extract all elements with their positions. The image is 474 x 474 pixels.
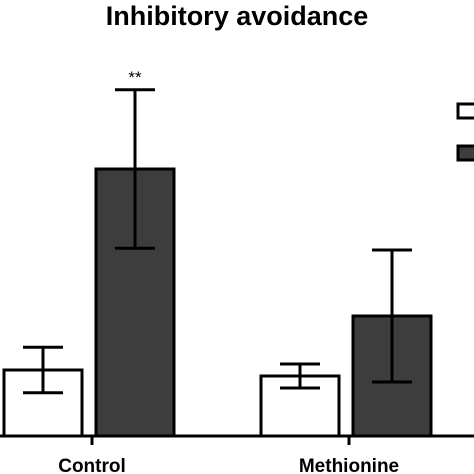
chart-title: Inhibitory avoidance	[105, 1, 369, 31]
legend	[456, 102, 474, 162]
legend-swatch-series-2	[456, 144, 474, 162]
x-axis-ticks: Control Methionine	[58, 436, 399, 474]
x-tick-label-control: Control	[58, 456, 126, 474]
x-tick-label-methionine: Methionine	[299, 456, 399, 474]
plot-area: **	[2, 68, 433, 438]
significance-marker-1: **	[128, 68, 142, 87]
legend-swatch-series-1	[456, 102, 474, 120]
